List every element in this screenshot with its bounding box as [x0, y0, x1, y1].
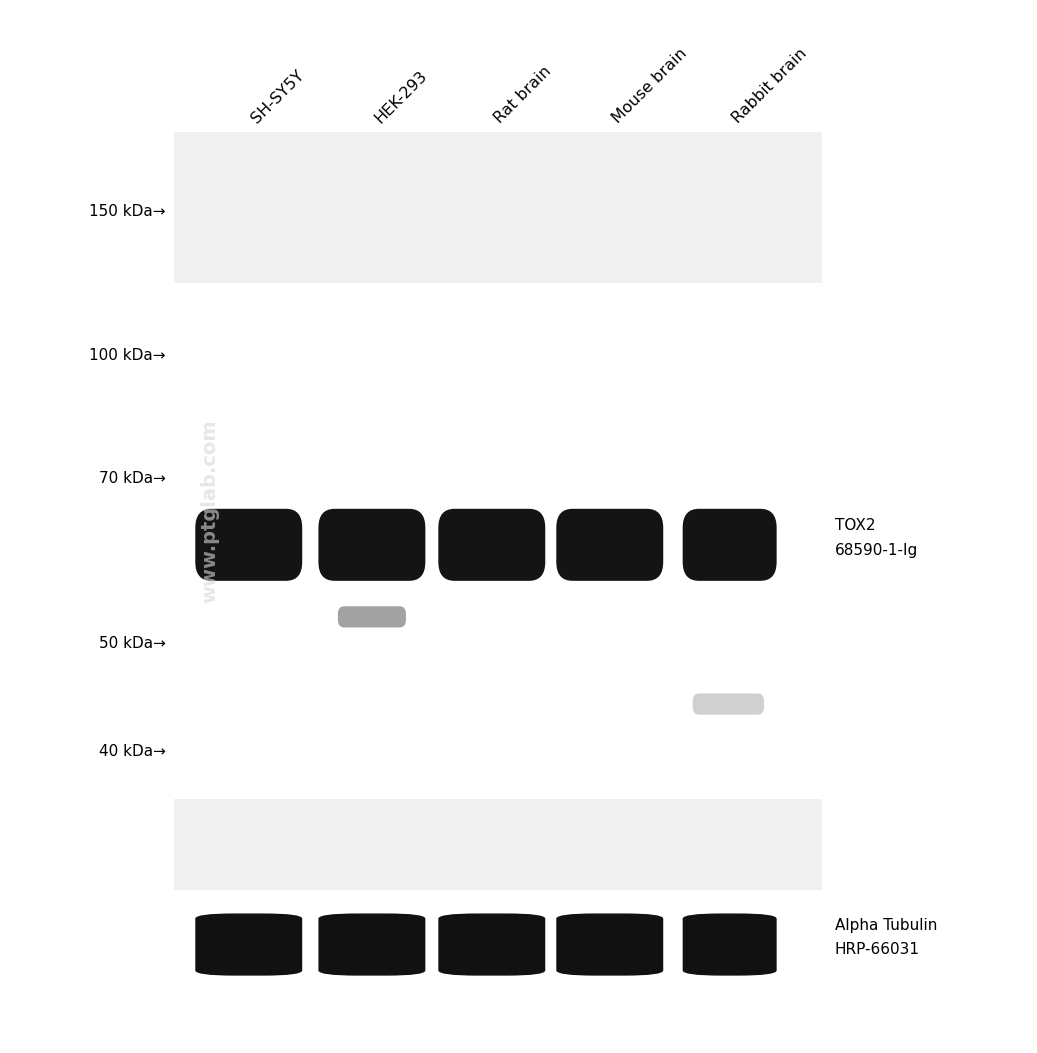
FancyBboxPatch shape: [439, 913, 545, 976]
Text: SH-SY5Y: SH-SY5Y: [249, 67, 307, 126]
Text: TOX2: TOX2: [835, 518, 875, 534]
Text: Alpha Tubulin: Alpha Tubulin: [835, 918, 937, 933]
FancyBboxPatch shape: [556, 509, 664, 581]
Text: Rabbit brain: Rabbit brain: [730, 46, 810, 126]
Text: Mouse brain: Mouse brain: [610, 46, 691, 126]
FancyBboxPatch shape: [195, 913, 302, 976]
Text: 68590-1-Ig: 68590-1-Ig: [835, 542, 918, 558]
FancyBboxPatch shape: [439, 509, 545, 581]
FancyBboxPatch shape: [693, 694, 764, 715]
FancyBboxPatch shape: [682, 913, 777, 976]
FancyBboxPatch shape: [318, 913, 425, 976]
Text: 70 kDa→: 70 kDa→: [100, 471, 166, 485]
Text: HRP-66031: HRP-66031: [835, 942, 920, 957]
FancyBboxPatch shape: [682, 509, 777, 581]
FancyBboxPatch shape: [338, 607, 405, 628]
Text: 40 kDa→: 40 kDa→: [100, 744, 166, 759]
Text: 50 kDa→: 50 kDa→: [100, 636, 166, 651]
FancyBboxPatch shape: [195, 509, 302, 581]
Text: 100 kDa→: 100 kDa→: [89, 347, 166, 363]
Text: Rat brain: Rat brain: [492, 63, 555, 126]
FancyBboxPatch shape: [318, 509, 425, 581]
Bar: [174, 799, 822, 890]
Text: 150 kDa→: 150 kDa→: [89, 203, 166, 219]
Text: HEK-293: HEK-293: [372, 68, 430, 126]
Text: www.ptglab.com: www.ptglab.com: [200, 419, 220, 602]
FancyBboxPatch shape: [556, 913, 664, 976]
Bar: [174, 132, 822, 283]
